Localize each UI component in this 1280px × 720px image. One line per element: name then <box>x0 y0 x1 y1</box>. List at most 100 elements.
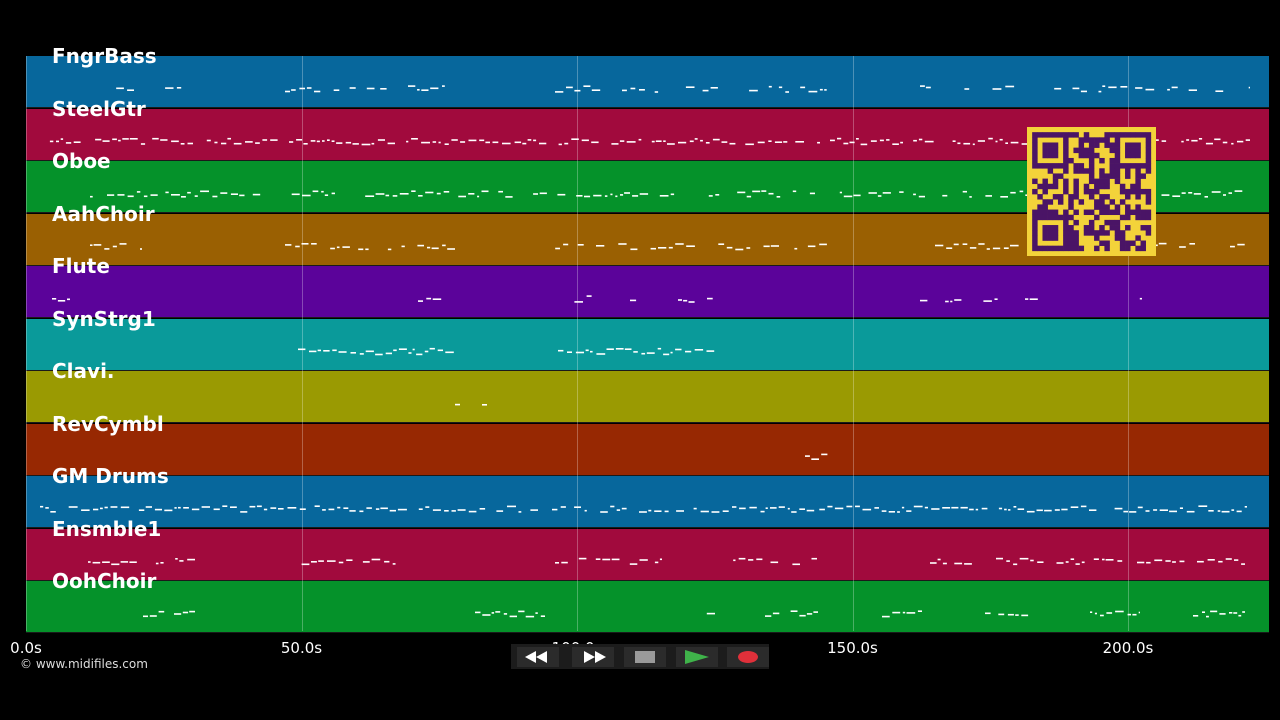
note-mark <box>375 508 380 510</box>
note-mark <box>901 506 905 509</box>
note-mark <box>595 558 601 560</box>
note-mark <box>1231 509 1235 511</box>
note-mark <box>498 190 503 193</box>
note-mark <box>663 353 670 356</box>
note-mark <box>1080 90 1087 93</box>
note-mark <box>1065 561 1069 563</box>
note-mark <box>477 195 480 198</box>
note-mark <box>962 243 968 245</box>
note-mark <box>585 349 589 352</box>
note-mark <box>187 142 193 145</box>
track-name: Ensmble1 <box>52 516 162 541</box>
note-mark <box>530 509 538 511</box>
note-mark <box>886 139 890 141</box>
note-mark <box>183 507 189 509</box>
note-mark <box>1007 613 1014 616</box>
note-mark <box>809 192 815 195</box>
note-mark <box>1233 612 1238 614</box>
note-mark <box>985 195 992 197</box>
note-mark <box>181 196 186 198</box>
play-button[interactable] <box>676 647 718 667</box>
fast-forward-button[interactable] <box>572 647 614 667</box>
note-mark <box>485 141 490 144</box>
rewind-button[interactable] <box>517 647 559 667</box>
note-mark <box>1221 510 1230 513</box>
note-mark <box>610 193 613 196</box>
note-mark <box>416 353 423 356</box>
note-mark <box>1169 510 1177 513</box>
note-mark <box>1090 611 1093 613</box>
note-mark <box>57 300 66 302</box>
note-mark <box>964 88 970 90</box>
note-mark <box>100 507 103 510</box>
note-mark <box>778 86 783 89</box>
note-mark <box>1234 559 1239 561</box>
note-mark <box>808 90 818 93</box>
note-mark <box>227 137 231 140</box>
stop-icon <box>635 651 655 663</box>
note-mark <box>946 247 953 249</box>
note-mark <box>1135 87 1143 89</box>
note-mark <box>443 191 450 193</box>
note-mark <box>790 610 798 612</box>
note-mark <box>567 351 572 353</box>
note-mark <box>337 506 341 509</box>
note-mark <box>1167 88 1170 91</box>
note-mark <box>630 87 636 90</box>
note-mark <box>496 510 504 512</box>
note-mark <box>683 299 688 302</box>
note-mark <box>1179 507 1183 509</box>
note-mark <box>646 352 655 354</box>
note-mark <box>659 195 669 197</box>
note-mark <box>424 350 429 353</box>
note-mark <box>345 141 352 144</box>
note-mark <box>675 348 682 351</box>
note-mark <box>981 507 988 510</box>
note-mark <box>245 141 253 143</box>
note-mark <box>1145 510 1150 512</box>
note-mark <box>371 142 375 145</box>
note-mark <box>739 507 746 510</box>
note-mark <box>555 247 560 250</box>
note-mark <box>770 561 779 564</box>
note-mark <box>1029 298 1038 300</box>
note-mark <box>737 191 746 194</box>
note-mark <box>299 508 306 510</box>
note-mark <box>576 195 583 197</box>
note-mark <box>593 194 602 197</box>
note-mark <box>417 244 424 247</box>
note-mark <box>1036 509 1043 512</box>
note-mark <box>757 141 765 144</box>
note-mark <box>999 138 1003 141</box>
note-mark <box>171 194 180 196</box>
note-mark <box>427 246 431 249</box>
note-mark <box>324 194 329 196</box>
record-button[interactable] <box>727 647 769 667</box>
note-mark <box>110 506 118 508</box>
note-mark <box>392 563 396 565</box>
note-mark <box>906 612 916 614</box>
note-mark <box>881 510 887 512</box>
note-mark <box>749 89 758 92</box>
stop-button[interactable] <box>624 647 666 667</box>
note-mark <box>1186 139 1190 141</box>
note-mark <box>111 563 120 566</box>
note-mark <box>1193 615 1199 617</box>
note-mark <box>1026 510 1035 513</box>
note-mark <box>92 561 101 564</box>
note-mark <box>129 138 138 140</box>
note-mark <box>892 611 901 614</box>
note-mark <box>675 243 684 245</box>
note-mark <box>1010 244 1019 247</box>
note-mark <box>685 350 692 353</box>
note-mark <box>555 91 564 93</box>
note-mark <box>600 511 608 513</box>
fast-forward-icon <box>584 651 606 663</box>
note-mark <box>849 141 855 144</box>
note-mark <box>770 245 779 247</box>
note-mark <box>412 348 415 351</box>
note-mark <box>358 248 364 251</box>
note-mark <box>969 247 977 249</box>
note-mark <box>285 244 292 246</box>
note-mark <box>1070 506 1079 508</box>
